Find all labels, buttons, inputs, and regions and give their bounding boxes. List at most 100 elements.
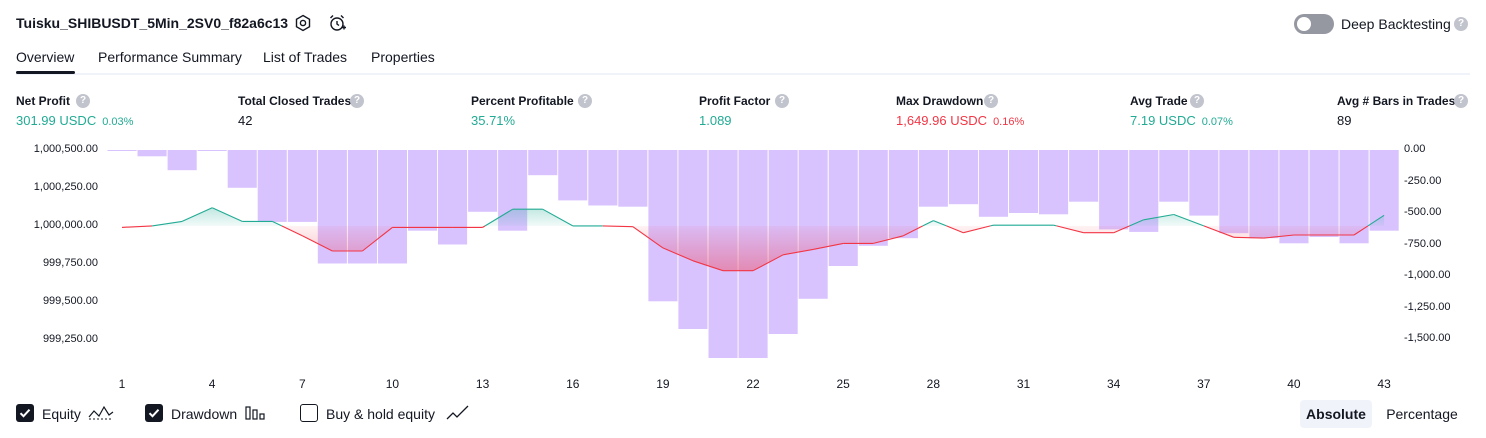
- metric-profit-factor-label: Profit Factor: [699, 94, 771, 108]
- drawdown-bar: [588, 150, 618, 206]
- y-right-tick-label: -500.00: [1404, 206, 1442, 219]
- active-tab-indicator: [16, 71, 75, 74]
- absolute-button[interactable]: Absolute: [1300, 400, 1372, 428]
- buy-hold-checkbox[interactable]: [300, 404, 318, 422]
- drawdown-legend-label: Drawdown: [171, 406, 238, 422]
- x-tick-label: 7: [298, 377, 306, 391]
- y-right-tick-label: -1,500.00: [1404, 332, 1451, 345]
- drawdown-bar: [167, 150, 197, 171]
- y-right-tick-label: 0.00: [1404, 143, 1426, 155]
- drawdown-bar: [287, 150, 317, 222]
- equity-line-segment: [1203, 225, 1235, 238]
- tab-properties[interactable]: Properties: [371, 49, 435, 65]
- y-right-tick-label: -250.00: [1404, 174, 1442, 187]
- equity-line-segment: [1353, 225, 1369, 236]
- equity-line-segment: [873, 235, 904, 244]
- equity-area-below: [122, 225, 1368, 271]
- drawdown-bar: [918, 150, 948, 207]
- x-tick-label: 28: [926, 377, 941, 391]
- x-tick-label: 25: [836, 377, 850, 391]
- drawdown-bar: [978, 150, 1008, 217]
- equity-line-segment: [181, 207, 213, 222]
- equity-line-segment: [933, 220, 947, 227]
- drawdown-bars-icon: [245, 405, 267, 426]
- drawdown-bar: [137, 150, 167, 157]
- equity-line-segment: [211, 207, 243, 222]
- alert-clock-icon[interactable]: [327, 13, 347, 33]
- drawdown-bar: [197, 150, 227, 151]
- drawdown-bar: [227, 150, 257, 188]
- equity-line-segment: [272, 220, 282, 227]
- drawdown-bar: [1249, 150, 1279, 239]
- y-left-tick-label: 999,250.00: [42, 332, 98, 345]
- deep-backtesting-label: Deep Backtesting: [1341, 16, 1451, 32]
- net-profit-amount: 301.99 USDC: [16, 113, 97, 128]
- x-tick-label: 22: [746, 377, 760, 391]
- x-tick-label: 10: [385, 377, 400, 391]
- help-icon[interactable]: ?: [578, 94, 592, 108]
- x-tick-label: 43: [1377, 377, 1391, 391]
- equity-line-segment: [963, 225, 991, 234]
- percentage-button[interactable]: Percentage: [1386, 406, 1458, 422]
- help-icon[interactable]: ?: [984, 94, 998, 108]
- equity-line-segment: [302, 235, 333, 252]
- drawdown-bar: [438, 150, 468, 245]
- metric-total-closed-trades-value: 42: [238, 113, 253, 128]
- buy-hold-legend-label: Buy & hold equity: [326, 406, 435, 422]
- x-tick-label: 19: [656, 377, 670, 391]
- drawdown-bar: [618, 150, 648, 207]
- tab-overview[interactable]: Overview: [16, 49, 75, 65]
- help-icon[interactable]: ?: [1454, 94, 1468, 108]
- equity-line-segment: [1053, 224, 1057, 227]
- x-tick-label: 40: [1287, 377, 1301, 391]
- metric-net-profit-value: 301.99 USDC 0.03%: [16, 113, 133, 128]
- drawdown-bar: [1309, 150, 1339, 237]
- deep-backtesting-toggle[interactable]: [1294, 14, 1334, 34]
- tabs-divider: [16, 73, 1470, 75]
- drawdown-bar: [1039, 150, 1069, 215]
- y-left-tick-label: 1,000,250.00: [33, 180, 98, 193]
- equity-line-segment: [1367, 214, 1385, 227]
- help-icon[interactable]: ?: [76, 94, 90, 108]
- equity-line-segment: [632, 226, 664, 249]
- net-profit-percent: 0.03%: [102, 116, 134, 128]
- equity-line-segment: [1143, 213, 1174, 221]
- help-icon[interactable]: ?: [1454, 17, 1468, 31]
- drawdown-bar: [648, 150, 678, 302]
- metric-net-profit-label: Net Profit: [16, 94, 70, 108]
- equity-line-segment: [903, 225, 924, 237]
- equity-line-segment: [482, 225, 486, 228]
- tab-list-of-trades[interactable]: List of Trades: [263, 49, 348, 65]
- equity-checkbox[interactable]: [16, 404, 34, 422]
- equity-legend-label: Equity: [42, 406, 81, 422]
- strategy-title: Tuisku_SHIBUSDT_5Min_2SV0_f82a6c13: [16, 15, 289, 31]
- help-icon[interactable]: ?: [350, 94, 364, 108]
- help-icon[interactable]: ?: [775, 94, 789, 108]
- drawdown-bar: [528, 150, 558, 176]
- equity-line-segment: [1173, 213, 1204, 227]
- avg-trade-amount: 7.19 USDC: [1130, 113, 1196, 128]
- metric-profit-factor-value: 1.089: [699, 113, 732, 128]
- equity-line-segment: [1113, 225, 1130, 234]
- equity-line-segment: [1129, 219, 1144, 227]
- max-drawdown-percent: 0.16%: [993, 116, 1025, 128]
- drawdown-bar: [888, 150, 918, 239]
- equity-line-segment: [1263, 234, 1295, 239]
- drawdown-bar: [948, 150, 978, 205]
- avg-trade-percent: 0.07%: [1201, 116, 1233, 128]
- equity-line-segment: [484, 208, 513, 227]
- drawdown-bar: [1009, 150, 1039, 213]
- help-icon[interactable]: ?: [1190, 94, 1204, 108]
- metric-avg-trade-label: Avg Trade: [1130, 94, 1188, 108]
- settings-icon[interactable]: [293, 13, 313, 33]
- equity-line-segment: [922, 220, 934, 227]
- drawdown-bar: [1069, 150, 1099, 202]
- metric-avg-trade-value: 7.19 USDC 0.07%: [1130, 113, 1233, 128]
- drawdown-checkbox[interactable]: [145, 404, 163, 422]
- metric-max-drawdown-label: Max Drawdown: [896, 94, 984, 108]
- drawdown-bar: [558, 150, 588, 201]
- equity-line-segment: [362, 226, 393, 252]
- tab-performance-summary[interactable]: Performance Summary: [98, 49, 242, 65]
- equity-line-segment: [121, 225, 153, 228]
